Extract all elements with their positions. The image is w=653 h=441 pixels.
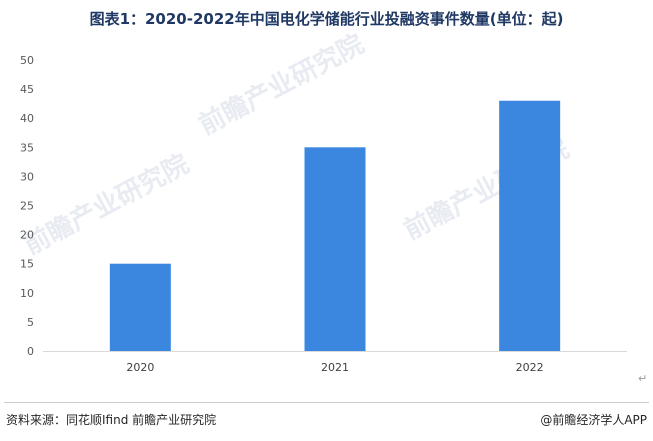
x-tick-label: 2021 xyxy=(321,361,349,374)
bars xyxy=(109,100,561,352)
y-tick-label: 20 xyxy=(20,229,34,242)
watermark-text: 前瞻产业研究院 xyxy=(194,28,369,141)
x-tick-label: 2022 xyxy=(516,361,544,374)
y-tick-label: 10 xyxy=(20,287,34,300)
watermark-text: 前瞻产业研究院 xyxy=(19,148,194,261)
bar-2021 xyxy=(304,147,366,351)
y-tick-label: 30 xyxy=(20,170,34,183)
x-axis: 2020 2021 2022 xyxy=(43,351,627,374)
y-tick-label: 25 xyxy=(20,200,34,213)
y-tick-label: 15 xyxy=(20,258,34,271)
bar-2022 xyxy=(499,100,561,352)
return-mark: ↵ xyxy=(638,372,648,385)
x-tick-label: 2020 xyxy=(126,361,154,374)
y-tick-label: 45 xyxy=(20,83,34,96)
footer-divider xyxy=(4,402,649,403)
y-axis: 0 5 10 15 20 25 30 35 40 45 50 xyxy=(20,54,34,358)
y-tick-label: 0 xyxy=(27,345,34,358)
source-note: 资料来源：同花顺Ifind 前瞻产业研究院 xyxy=(6,413,217,427)
y-tick-label: 50 xyxy=(20,54,34,67)
y-tick-label: 5 xyxy=(27,316,34,329)
bar-2020 xyxy=(109,263,171,351)
y-tick-label: 35 xyxy=(20,141,34,154)
y-tick-label: 40 xyxy=(20,112,34,125)
chart-title: 图表1：2020-2022年中国电化学储能行业投融资事件数量(单位：起) xyxy=(89,10,564,28)
brand-note: @前瞻经济学人APP xyxy=(540,413,647,427)
